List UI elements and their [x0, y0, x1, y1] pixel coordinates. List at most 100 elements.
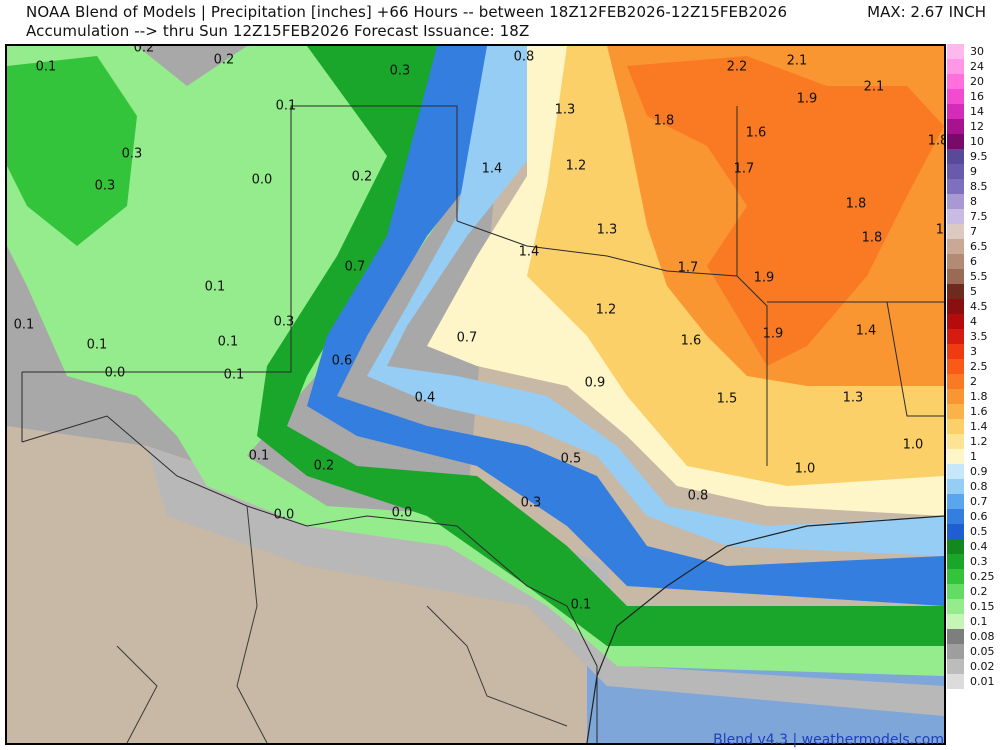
legend-swatch: [947, 89, 964, 104]
legend-label: 16: [970, 90, 984, 103]
legend-swatch: [947, 224, 964, 239]
legend-label: 9: [970, 165, 977, 178]
legend-label: 1.8: [970, 390, 988, 403]
precip-value-label: 0.2: [133, 44, 155, 56]
legend-label: 3.5: [970, 330, 988, 343]
legend-swatch: [947, 479, 964, 494]
chart-subtitle: Accumulation --> thru Sun 12Z15FEB2026 F…: [26, 22, 530, 40]
precip-value-label: 0.1: [13, 317, 35, 333]
legend-label: 12: [970, 120, 984, 133]
legend-swatch: [947, 509, 964, 524]
legend-swatch: [947, 209, 964, 224]
country-borders: [116, 505, 568, 743]
legend-item: 1.2: [947, 434, 1000, 449]
legend-item: 0.7: [947, 494, 1000, 509]
legend-item: 0.9: [947, 464, 1000, 479]
precip-value-label: 2.1: [786, 53, 808, 69]
dark-orange-area: [627, 56, 944, 366]
legend-label: 2.5: [970, 360, 988, 373]
legend-swatch: [947, 194, 964, 209]
legend-swatch: [947, 494, 964, 509]
legend-label: 24: [970, 60, 984, 73]
legend-item: 30: [947, 44, 1000, 59]
legend-swatch: [947, 134, 964, 149]
legend-item: 12: [947, 119, 1000, 134]
precip-value-label: 1.0: [794, 461, 816, 477]
legend-label: 8.5: [970, 180, 988, 193]
precip-value-label: 0.0: [273, 507, 295, 523]
precip-value-label: 0.1: [248, 448, 270, 464]
legend-label: 30: [970, 45, 984, 58]
precip-value-label: 1.9: [753, 270, 775, 286]
legend-swatch: [947, 449, 964, 464]
legend-swatch: [947, 389, 964, 404]
precip-value-label: 0.1: [35, 59, 57, 75]
legend-label: 8: [970, 195, 977, 208]
precip-value-label: 0.3: [389, 63, 411, 79]
legend-label: 0.05: [970, 645, 995, 658]
precip-value-label: 1.8: [845, 196, 867, 212]
legend-label: 0.8: [970, 480, 988, 493]
gulf-water: [587, 606, 944, 743]
legend-swatch: [947, 659, 964, 674]
legend-item: 1.4: [947, 419, 1000, 434]
legend-swatch: [947, 614, 964, 629]
precip-value-label: 0.2: [351, 169, 373, 185]
legend-item: 4.5: [947, 299, 1000, 314]
precip-value-label: 0.1: [570, 597, 592, 613]
legend-swatch: [947, 164, 964, 179]
legend-item: 20: [947, 74, 1000, 89]
legend-item: 0.25: [947, 569, 1000, 584]
precip-value-label: 0.3: [520, 495, 542, 511]
legend-item: 0.4: [947, 539, 1000, 554]
legend-swatch: [947, 104, 964, 119]
legend-label: 0.01: [970, 675, 995, 688]
precip-value-label: 0.3: [94, 178, 116, 194]
precip-value-label: 0.0: [104, 365, 126, 381]
legend-swatch: [947, 539, 964, 554]
light-green-band: [7, 46, 944, 676]
legend-swatch: [947, 524, 964, 539]
legend-item: 0.08: [947, 629, 1000, 644]
legend-swatch: [947, 179, 964, 194]
precip-value-label: 1.9: [762, 326, 784, 342]
legend-item: 8.5: [947, 179, 1000, 194]
legend-swatch: [947, 464, 964, 479]
legend-swatch: [947, 584, 964, 599]
legend-swatch: [947, 344, 964, 359]
legend-item: 1.6: [947, 404, 1000, 419]
legend-item: 2: [947, 374, 1000, 389]
legend-swatch: [947, 299, 964, 314]
precip-value-label: 0.8: [513, 49, 535, 65]
legend-item: 4: [947, 314, 1000, 329]
legend-swatch: [947, 239, 964, 254]
precip-value-label: 0.0: [251, 172, 273, 188]
precip-value-label: 1.9: [796, 91, 818, 107]
precip-value-label: 1.7: [733, 161, 755, 177]
precip-value-label: 0.8: [687, 488, 709, 504]
precip-value-label: 2.2: [726, 59, 748, 75]
footer-credit[interactable]: Blend v4.3 | weathermodels.com: [713, 732, 944, 748]
precip-value-label: 1.3: [842, 390, 864, 406]
legend-swatch: [947, 284, 964, 299]
legend-swatch: [947, 569, 964, 584]
legend-item: 6.5: [947, 239, 1000, 254]
legend-label: 0.6: [970, 510, 988, 523]
legend-item: 10: [947, 134, 1000, 149]
legend-item: 0.5: [947, 524, 1000, 539]
legend-label: 0.7: [970, 495, 988, 508]
precip-value-label: 0.9: [584, 375, 606, 391]
legend-label: 6: [970, 255, 977, 268]
precip-value-label: 0.2: [313, 458, 335, 474]
legend-label: 1.4: [970, 420, 988, 433]
coastline: [586, 515, 944, 743]
legend-swatch: [947, 629, 964, 644]
chart-title: NOAA Blend of Models | Precipitation [in…: [26, 3, 788, 21]
legend-label: 6.5: [970, 240, 988, 253]
precip-value-label: 0.3: [273, 314, 295, 330]
legend-swatch: [947, 359, 964, 374]
precip-value-label: 0.7: [456, 330, 478, 346]
legend-label: 1.2: [970, 435, 988, 448]
legend-label: 0.4: [970, 540, 988, 553]
precip-value-label: 0.7: [344, 259, 366, 275]
